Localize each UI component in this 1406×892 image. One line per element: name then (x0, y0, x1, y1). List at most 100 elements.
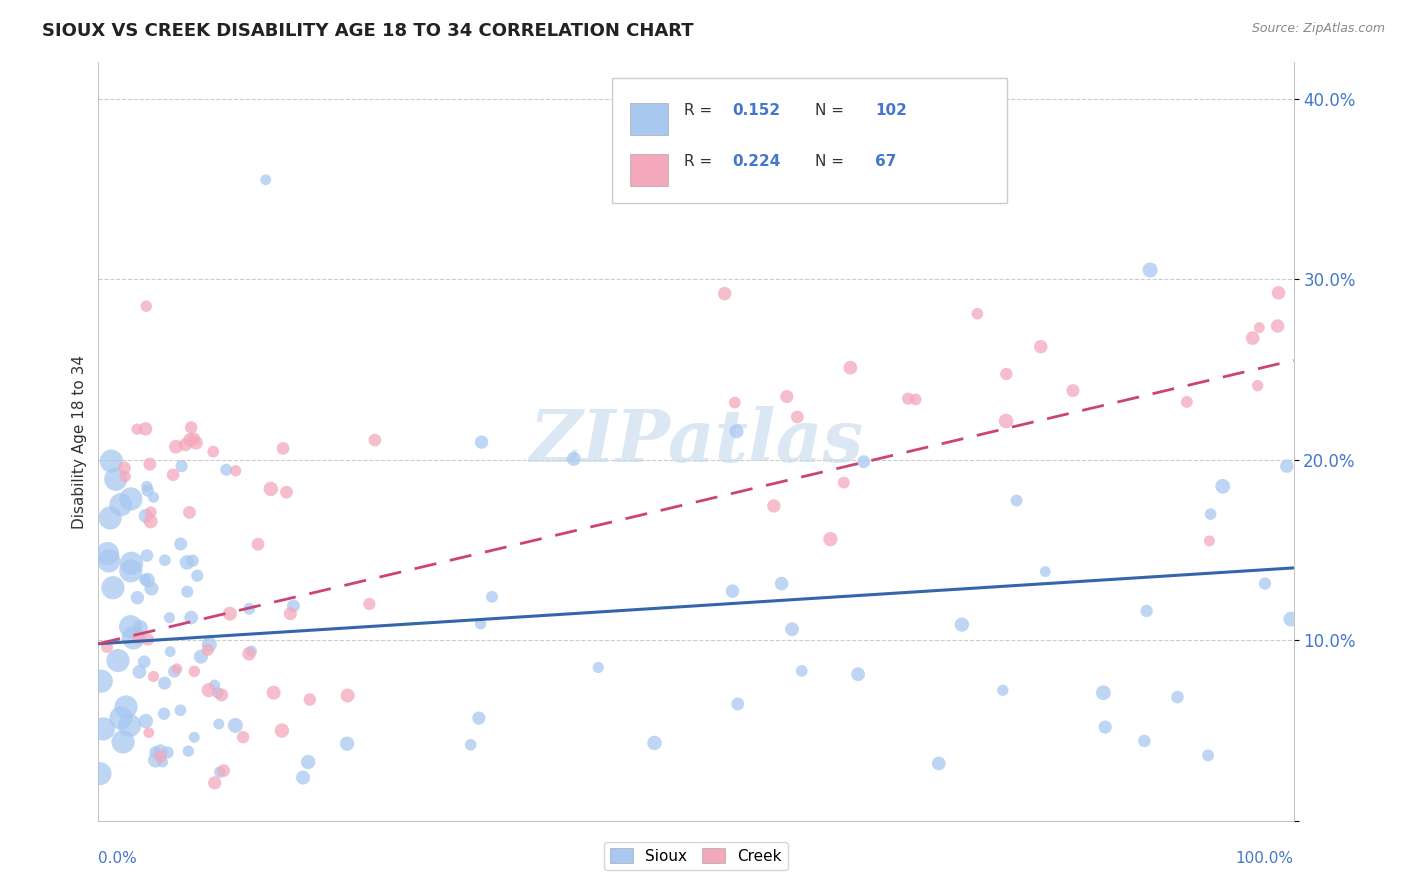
FancyBboxPatch shape (630, 103, 668, 136)
Point (254, 173, 277, 187)
Point (120, 491, 142, 506)
Text: 0.0%: 0.0% (98, 851, 138, 866)
Point (136, 573, 159, 587)
Point (713, 286, 735, 301)
Point (270, 723, 292, 738)
Point (190, 649, 212, 664)
Point (125, 422, 148, 436)
Point (112, 735, 135, 749)
Point (197, 683, 219, 698)
Point (176, 584, 198, 599)
Point (134, 655, 156, 669)
Point (198, 637, 221, 651)
Text: R =: R = (685, 153, 717, 169)
Point (643, 736, 665, 750)
Point (470, 616, 492, 631)
Point (725, 424, 748, 438)
Y-axis label: Disability Age 18 to 34: Disability Age 18 to 34 (72, 354, 87, 529)
Point (1275, 459, 1298, 474)
Point (115, 700, 138, 714)
Text: SIOUX VS CREEK DISABILITY AGE 18 TO 34 CORRELATION CHART: SIOUX VS CREEK DISABILITY AGE 18 TO 34 C… (42, 22, 693, 40)
Point (90, 674, 112, 689)
Point (950, 617, 973, 632)
Point (995, 414, 1018, 428)
Point (1246, 378, 1268, 392)
Point (1005, 493, 1028, 508)
Text: 0.152: 0.152 (733, 103, 780, 118)
Point (780, 622, 803, 636)
Point (786, 409, 808, 424)
Point (135, 299, 157, 313)
Point (156, 746, 179, 760)
Text: R =: R = (685, 103, 717, 118)
Point (181, 554, 204, 568)
Point (839, 360, 862, 375)
Point (359, 597, 381, 611)
Point (180, 610, 202, 624)
Point (846, 667, 869, 681)
Point (481, 590, 503, 604)
Point (724, 395, 747, 409)
Text: ZIPatlas: ZIPatlas (529, 406, 863, 477)
Text: N =: N = (815, 153, 845, 169)
Point (1212, 479, 1234, 493)
Point (129, 621, 152, 635)
Point (142, 669, 165, 683)
Point (110, 711, 132, 725)
Point (238, 601, 260, 615)
Point (1133, 734, 1156, 748)
Point (142, 490, 165, 504)
Legend: Sioux, Creek: Sioux, Creek (603, 842, 789, 870)
Point (1267, 285, 1289, 300)
Point (238, 647, 260, 661)
Point (97, 547, 120, 561)
Point (183, 665, 205, 679)
Point (1033, 565, 1056, 579)
Point (135, 479, 157, 493)
Point (166, 662, 188, 676)
Point (1094, 720, 1116, 734)
Point (1175, 395, 1198, 409)
Point (1199, 507, 1222, 521)
FancyBboxPatch shape (613, 78, 1007, 202)
Point (727, 697, 749, 711)
Point (211, 688, 233, 702)
Point (120, 564, 142, 578)
Point (1267, 318, 1289, 333)
Text: 102: 102 (876, 103, 907, 118)
Point (169, 703, 191, 717)
Point (297, 755, 319, 769)
Point (202, 444, 225, 458)
Point (128, 631, 150, 645)
Point (163, 665, 186, 679)
Point (1197, 748, 1219, 763)
Point (460, 738, 482, 752)
Point (176, 555, 198, 569)
Point (145, 745, 167, 759)
Point (721, 584, 744, 599)
Point (820, 532, 842, 546)
Point (174, 438, 197, 452)
Point (790, 664, 813, 678)
Point (1135, 604, 1157, 618)
Point (149, 749, 172, 764)
Point (995, 367, 1018, 381)
Point (118, 718, 141, 732)
Point (232, 730, 254, 744)
Point (170, 458, 193, 473)
Point (134, 573, 156, 587)
Point (136, 549, 159, 563)
Point (101, 581, 124, 595)
Point (471, 435, 494, 450)
Point (1198, 533, 1220, 548)
Point (152, 755, 174, 769)
Point (336, 737, 359, 751)
Point (179, 505, 201, 519)
Point (153, 553, 176, 567)
Point (207, 686, 229, 700)
Point (135, 714, 157, 728)
Point (1249, 320, 1271, 334)
Point (136, 483, 159, 498)
Point (224, 718, 246, 732)
Point (141, 582, 163, 596)
